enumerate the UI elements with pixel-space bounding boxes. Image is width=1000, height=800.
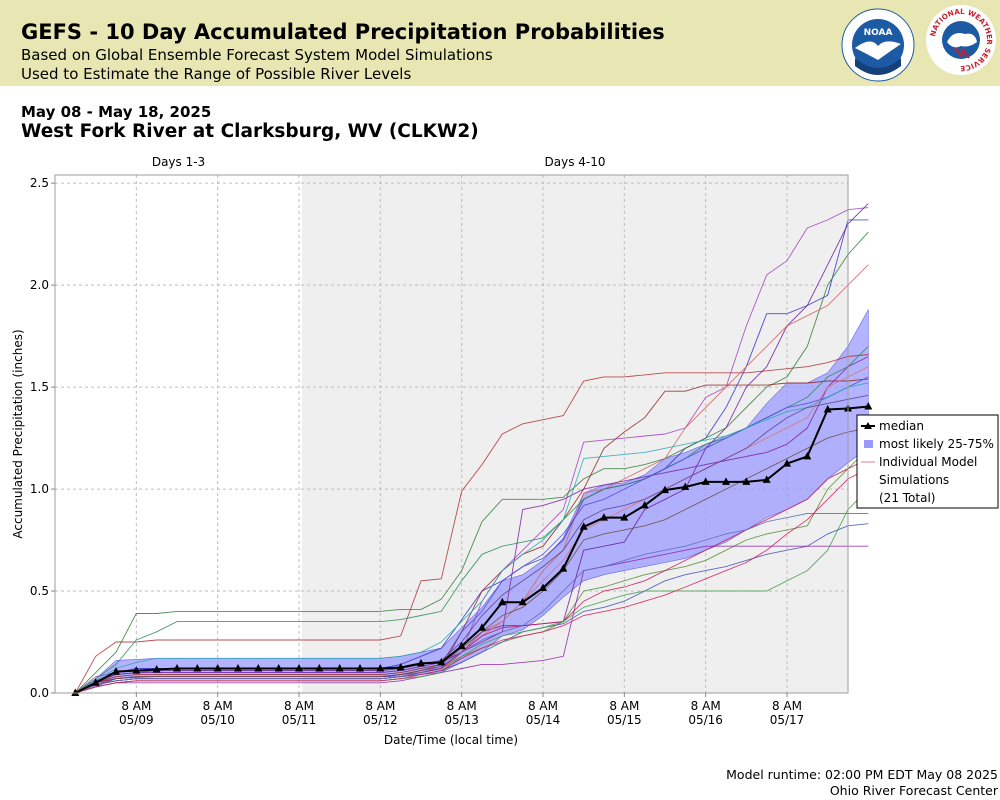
- simulation-line: [74, 354, 869, 694]
- x-tick-label-time: 8 AM: [284, 699, 314, 713]
- median-marker: [417, 658, 425, 667]
- y-tick-label: 0.0: [30, 686, 49, 700]
- y-tick-label: 1.5: [30, 380, 49, 394]
- median-marker: [295, 664, 303, 672]
- period-label: Days 4-10: [545, 155, 606, 169]
- x-tick-label-date: 05/13: [444, 713, 479, 727]
- x-tick-label-time: 8 AM: [447, 699, 477, 713]
- nws-logo: NATIONAL WEATHER SERVICE: [926, 5, 996, 75]
- y-tick-label: 0.5: [30, 584, 49, 598]
- page-title: GEFS - 10 Day Accumulated Precipitation …: [21, 20, 665, 44]
- legend-median-label: median: [879, 419, 924, 433]
- median-marker: [457, 641, 466, 650]
- simulation-line: [75, 513, 869, 694]
- precipitation-chart: Days 1-3 Days 4-10 0.0 0.5 1.0 1.5 2.0 2.5 8 A…: [11, 155, 999, 747]
- median-marker: [437, 657, 446, 666]
- y-tick-label: 2.0: [30, 278, 49, 292]
- x-tick-label-date: 05/10: [200, 713, 235, 727]
- median-marker: [539, 583, 547, 591]
- plot-frame: [54, 174, 849, 694]
- median-marker: [396, 663, 405, 671]
- noaa-logo-text: NOAA: [864, 28, 893, 38]
- x-tick-label-date: 05/15: [607, 713, 642, 727]
- median-marker: [864, 402, 873, 410]
- x-tick-label-time: 8 AM: [528, 699, 558, 713]
- median-marker: [823, 405, 832, 413]
- period-label: Days 1-3: [152, 155, 205, 169]
- median-marker: [91, 678, 100, 686]
- median-marker: [173, 664, 181, 672]
- x-tick-label-time: 8 AM: [365, 699, 395, 713]
- median-marker: [783, 459, 791, 467]
- median-marker: [254, 664, 263, 672]
- forecast-date-range: May 08 - May 18, 2025: [21, 103, 212, 121]
- median-marker: [71, 688, 80, 696]
- x-tick-label-date: 05/17: [770, 713, 805, 727]
- forecast-center: Ohio River Forecast Center: [829, 783, 998, 798]
- x-tick-label-time: 8 AM: [121, 699, 151, 713]
- noaa-logo: NOAA: [841, 8, 915, 82]
- legend-sim-total: (21 Total): [879, 491, 935, 505]
- median-marker: [803, 451, 812, 460]
- median-marker: [152, 665, 161, 673]
- simulation-line: [75, 394, 869, 694]
- median-marker: [234, 664, 242, 672]
- median-marker: [620, 513, 629, 521]
- median-marker: [579, 522, 588, 530]
- legend-band-swatch: [864, 440, 873, 448]
- median-marker: [640, 500, 649, 509]
- x-tick-label-date: 05/14: [526, 713, 561, 727]
- median-marker: [762, 475, 771, 483]
- station-title: West Fork River at Clarksburg, WV (CLKW2…: [21, 121, 479, 142]
- x-tick-label-date: 05/12: [363, 713, 398, 727]
- median-marker: [356, 664, 364, 672]
- median-marker: [722, 477, 730, 485]
- x-tick-label-time: 8 AM: [691, 699, 721, 713]
- median-marker: [518, 597, 527, 606]
- x-tick-label-date: 05/16: [688, 713, 723, 727]
- median-marker: [274, 664, 283, 672]
- model-runtime: Model runtime: 02:00 PM EDT May 08 2025: [726, 767, 998, 782]
- y-tick-label: 1.0: [30, 482, 49, 496]
- median-marker: [701, 477, 710, 485]
- median-marker: [132, 666, 141, 674]
- median-marker: [559, 564, 568, 572]
- x-tick-label-date: 05/09: [119, 713, 154, 727]
- chart-legend: median most likely 25-75% Individual Mod…: [856, 414, 999, 509]
- legend-median-marker: [864, 422, 872, 429]
- median-marker: [193, 664, 202, 672]
- legend-box: [856, 414, 999, 509]
- median-marker: [498, 597, 507, 606]
- legend-sim-label: Individual Model Simulations: [879, 455, 981, 487]
- median-marker: [661, 485, 669, 494]
- simulation-line: [75, 545, 869, 694]
- median-marker: [742, 477, 751, 485]
- median-marker: [478, 623, 486, 631]
- legend-band-label: most likely 25-75%: [879, 437, 994, 451]
- median-marker: [112, 667, 120, 675]
- median-marker: [600, 513, 608, 521]
- median-marker: [315, 664, 324, 672]
- simulation-line: [75, 427, 869, 694]
- x-tick-label-time: 8 AM: [772, 699, 802, 713]
- x-tick-label-date: 05/11: [282, 713, 317, 727]
- median-marker: [681, 482, 690, 490]
- x-tick-label-time: 8 AM: [203, 699, 233, 713]
- page-subtitle-line2: Used to Estimate the Range of Possible R…: [21, 65, 412, 83]
- y-axis-label: Accumulated Precipitation (inches): [11, 329, 25, 538]
- page-subtitle-line1: Based on Global Ensemble Forecast System…: [21, 46, 493, 64]
- simulation-line: [75, 382, 869, 694]
- simulation-line: [75, 468, 869, 694]
- simulation-line: [74, 231, 869, 694]
- header-banner: GEFS - 10 Day Accumulated Precipitation …: [0, 0, 1000, 86]
- median-line: [74, 405, 869, 694]
- median-marker: [376, 664, 385, 672]
- x-axis-label: Date/Time (local time): [384, 733, 518, 747]
- x-tick-label-time: 8 AM: [609, 699, 639, 713]
- y-tick-label: 2.5: [30, 176, 49, 190]
- median-marker: [335, 664, 344, 672]
- median-marker: [213, 664, 222, 672]
